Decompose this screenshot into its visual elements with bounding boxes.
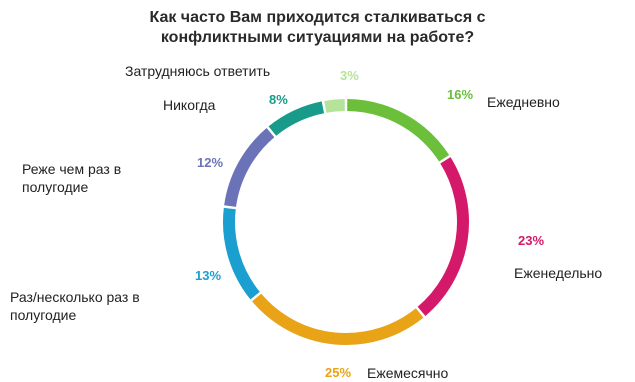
slice-arc-5 <box>268 101 325 136</box>
slice-category-label-5: Никогда <box>163 97 216 113</box>
slice-arc-3 <box>223 207 260 300</box>
slice-value-label-6: 3% <box>340 68 359 83</box>
slice-arc-6 <box>324 99 345 113</box>
slice-arc-1 <box>417 157 469 316</box>
slice-category-label-2: Ежемесячно <box>367 365 449 381</box>
slice-category-label-6: Затрудняюсь ответить <box>125 63 270 79</box>
slice-category-label-3: Раз/несколько раз в полугодие <box>10 289 140 323</box>
slice-value-label-1: 23% <box>518 233 544 248</box>
chart-title-line-1: Как часто Вам приходится сталкиваться с <box>149 9 486 26</box>
chart-title-line-2: конфликтными ситуациями на работе? <box>160 29 475 46</box>
slice-arc-0 <box>347 99 450 162</box>
slice-category-label-1: Еженедельно <box>514 265 602 281</box>
slice-value-label-3: 13% <box>195 268 221 283</box>
slice-value-label-2: 25% <box>325 365 351 380</box>
slice-value-label-4: 12% <box>197 155 223 170</box>
slice-category-label-4: Реже чем раз в полугодие <box>22 161 121 195</box>
slice-arc-2 <box>252 293 424 345</box>
slice-value-label-0: 16% <box>447 87 473 102</box>
slice-arc-4 <box>224 128 275 208</box>
slice-value-label-5: 8% <box>269 92 288 107</box>
slice-category-label-0: Ежедневно <box>487 94 560 110</box>
